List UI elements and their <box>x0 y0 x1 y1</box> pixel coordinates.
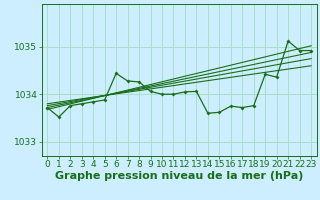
X-axis label: Graphe pression niveau de la mer (hPa): Graphe pression niveau de la mer (hPa) <box>55 171 303 181</box>
